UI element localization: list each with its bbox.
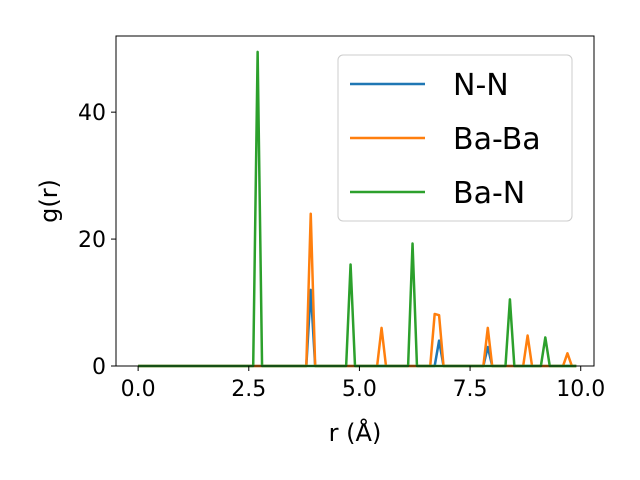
x-tick-label: 10.0 bbox=[556, 377, 605, 402]
legend-box bbox=[337, 54, 573, 222]
x-tick-label: 5.0 bbox=[342, 377, 377, 402]
y-axis: 0 20 40 bbox=[78, 101, 116, 380]
plot-frame bbox=[115, 35, 595, 367]
legend-label-n-n: N-N bbox=[453, 68, 509, 103]
x-tick-label: 7.5 bbox=[453, 377, 488, 402]
legend-label-ba-n: Ba-N bbox=[453, 176, 525, 211]
legend: N-N Ba-Ba Ba-N bbox=[337, 54, 573, 222]
legend-label-ba-ba: Ba-Ba bbox=[453, 122, 541, 157]
x-tick-label: 2.5 bbox=[231, 377, 266, 402]
y-axis-label: g(r) bbox=[35, 179, 63, 223]
x-axis-label: r (Å) bbox=[329, 418, 382, 447]
series-line-ba-n bbox=[138, 50, 577, 368]
series-line-n-n bbox=[138, 288, 577, 368]
x-axis: 0.0 2.5 5.0 7.5 10.0 bbox=[121, 366, 605, 402]
y-tick-label: 20 bbox=[78, 228, 106, 253]
x-tick-label: 0.0 bbox=[121, 377, 156, 402]
y-tick-label: 0 bbox=[92, 355, 106, 380]
y-tick-label: 40 bbox=[78, 101, 106, 126]
